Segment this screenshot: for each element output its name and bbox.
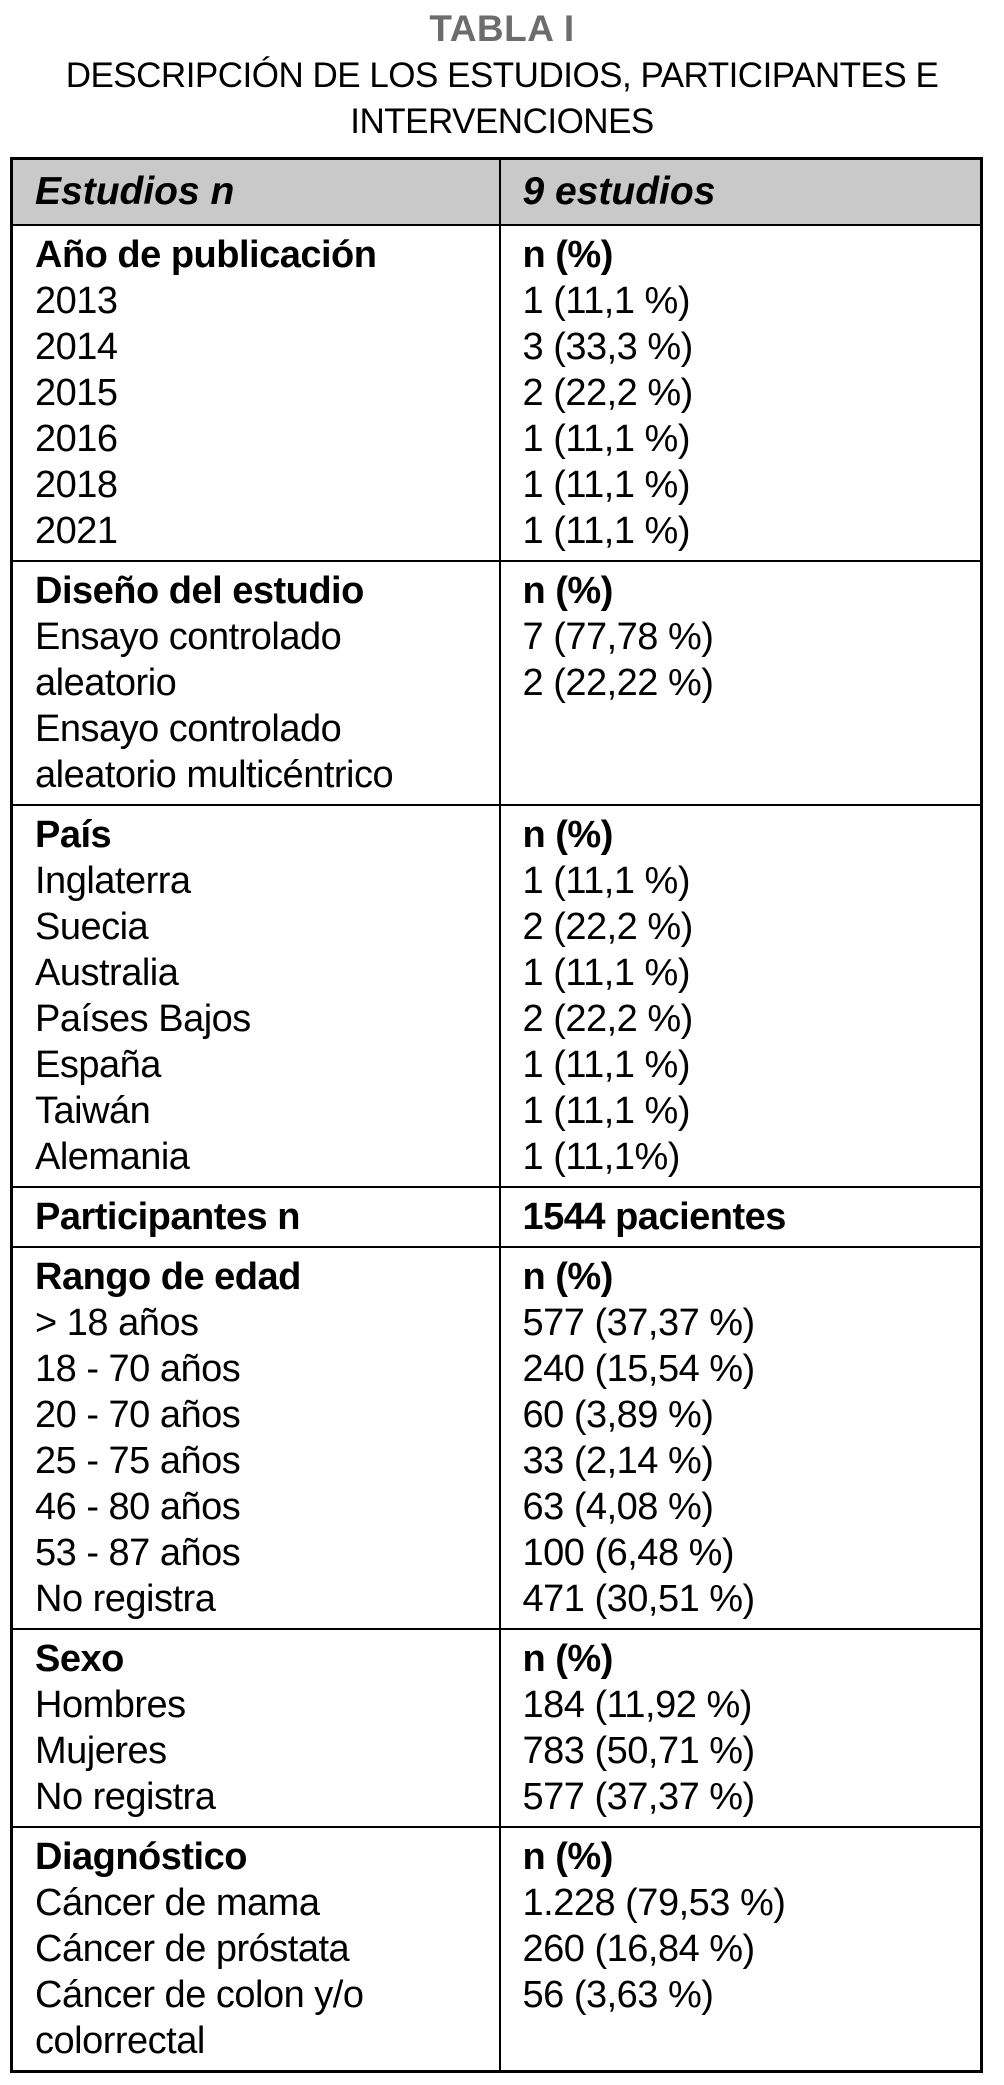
section-row: Rango de edad > 18 años 18 - 70 años 20 - 7…	[10, 1245, 983, 1630]
row-value: 1 (11,1 %)	[522, 859, 691, 902]
row-label: Suecia	[35, 905, 149, 948]
row-label: Cáncer de colon y/o colorrectal	[35, 1973, 364, 2062]
section-value-header: n (%)	[522, 233, 614, 276]
section-value-header: n (%)	[522, 813, 614, 856]
row-value: 1 (11,1 %)	[522, 1043, 691, 1086]
section-right-cell: n (%) 184 (11,92 %) 783 (50,71 %) 577 (37,3…	[498, 1627, 983, 1828]
section-label: Año de publicación	[35, 233, 377, 276]
section-right-cell: n (%) 1.228 (79,53 %) 260 (16,84 %) 56 (3,6…	[498, 1825, 983, 2073]
row-value: 1.228 (79,53 %)	[522, 1881, 786, 1924]
row-label: Ensayo controlado aleatorio	[35, 615, 342, 704]
section-row: Diseño del estudio Ensayo controlado alea…	[10, 559, 983, 806]
header-cell-studies: Estudios n	[10, 157, 501, 226]
header-cell-count: 9 estudios	[498, 157, 983, 226]
row-label: 53 - 87 años	[35, 1531, 241, 1574]
section-value-header: 1544 pacientes	[522, 1195, 787, 1238]
row-label: No registra	[35, 1775, 216, 1818]
row-value: 577 (37,37 %)	[522, 1775, 756, 1818]
row-label: 2013	[35, 279, 118, 322]
section-left-cell: Diagnóstico Cáncer de mama Cáncer de próst…	[10, 1825, 501, 2073]
row-value: 60 (3,89 %)	[522, 1393, 714, 1436]
row-label: No registra	[35, 1577, 216, 1620]
row-value: 56 (3,63 %)	[522, 1973, 714, 2016]
row-value: 100 (6,48 %)	[522, 1531, 735, 1574]
row-value: 1 (11,1 %)	[522, 279, 691, 322]
row-value: 2 (22,2 %)	[522, 997, 694, 1040]
row-value: 1 (11,1 %)	[522, 417, 691, 460]
row-label: 2016	[35, 417, 118, 460]
section-right-cell: n (%) 577 (37,37 %) 240 (15,54 %) 60 (3,89 …	[498, 1245, 983, 1630]
row-label: España	[35, 1043, 161, 1086]
row-label: 2018	[35, 463, 118, 506]
row-value: 33 (2,14 %)	[522, 1439, 714, 1482]
row-value: 63 (4,08 %)	[522, 1485, 714, 1528]
row-value: 1 (11,1 %)	[522, 951, 691, 994]
section-left-cell: Rango de edad > 18 años 18 - 70 años 20 - 7…	[10, 1245, 501, 1630]
row-label: Cáncer de mama	[35, 1881, 320, 1924]
row-value: 2 (22,2 %)	[522, 371, 694, 414]
section-label: Diseño del estudio	[35, 569, 364, 612]
section-right-cell: n (%) 7 (77,78 %) 2 (22,22 %)	[498, 559, 983, 806]
row-label: Alemania	[35, 1135, 190, 1178]
table-title: TABLA I	[429, 8, 575, 49]
section-right-cell: n (%) 1 (11,1 %) 2 (22,2 %) 1 (11,1 %) 2 (22…	[498, 803, 983, 1188]
row-value: 2 (22,22 %)	[522, 661, 714, 704]
section-label: País	[35, 813, 112, 856]
row-value: 1 (11,1 %)	[522, 1089, 691, 1132]
row-value: 1 (11,1 %)	[522, 463, 691, 506]
row-label: Países Bajos	[35, 997, 251, 1040]
row-label: 46 - 80 años	[35, 1485, 241, 1528]
section-left-cell: Año de publicación 2013 2014 2015 2016 2018 20…	[10, 223, 501, 562]
row-value: 260 (16,84 %)	[522, 1927, 756, 1970]
row-value: 7 (77,78 %)	[522, 615, 714, 658]
row-value: 3 (33,3 %)	[522, 325, 694, 368]
section-value-header: n (%)	[522, 1835, 614, 1878]
row-value: 1 (11,1 %)	[522, 509, 691, 552]
row-value: 184 (11,92 %)	[522, 1683, 753, 1726]
section-label: Participantes n	[35, 1195, 300, 1238]
table-subtitle: DESCRIPCIÓN DE LOS ESTUDIOS, PARTICIPANT…	[65, 55, 939, 141]
section-row: Año de publicación 2013 2014 2015 2016 2018 20…	[10, 223, 983, 562]
section-label: Rango de edad	[35, 1255, 301, 1298]
row-label: Mujeres	[35, 1729, 167, 1772]
row-label: 18 - 70 años	[35, 1347, 241, 1390]
section-row: Sexo Hombres Mujeres No registra n (%) 184 (1…	[10, 1627, 983, 1828]
row-label: 2015	[35, 371, 118, 414]
row-value: 240 (15,54 %)	[522, 1347, 756, 1390]
row-label: Australia	[35, 951, 179, 994]
section-left-cell: Diseño del estudio Ensayo controlado alea…	[10, 559, 501, 806]
section-right-cell: n (%) 1 (11,1 %) 3 (33,3 %) 2 (22,2 %) 1 (11…	[498, 223, 983, 562]
row-label: Ensayo controlado aleatorio multicéntric…	[35, 707, 394, 796]
section-left-cell: País Inglaterra Suecia Australia Países Bajo…	[10, 803, 501, 1188]
row-label: 25 - 75 años	[35, 1439, 241, 1482]
header-row: Estudios n 9 estudios	[10, 157, 983, 226]
section-row: Participantes n 1544 pacientes	[10, 1185, 983, 1248]
row-label: 20 - 70 años	[35, 1393, 241, 1436]
row-value: 1 (11,1%)	[522, 1135, 681, 1178]
row-value: 577 (37,37 %)	[522, 1301, 756, 1344]
row-value: 783 (50,71 %)	[522, 1729, 756, 1772]
description-table: Estudios n 9 estudios Año de publicación…	[10, 156, 983, 2073]
section-row: Diagnóstico Cáncer de mama Cáncer de próst…	[10, 1825, 983, 2073]
row-label: Cáncer de próstata	[35, 1927, 350, 1970]
section-row: País Inglaterra Suecia Australia Países Bajo…	[10, 803, 983, 1188]
section-value-header: n (%)	[522, 1255, 614, 1298]
section-label: Diagnóstico	[35, 1835, 247, 1878]
row-label: > 18 años	[35, 1301, 199, 1344]
table-body: Año de publicación 2013 2014 2015 2016 2018 20…	[10, 223, 983, 2073]
section-right-cell: 1544 pacientes	[498, 1185, 983, 1248]
row-label: Taiwán	[35, 1089, 151, 1132]
section-value-header: n (%)	[522, 569, 614, 612]
section-left-cell: Sexo Hombres Mujeres No registra	[10, 1627, 501, 1828]
section-left-cell: Participantes n	[10, 1185, 501, 1248]
row-value: 471 (30,51 %)	[522, 1577, 756, 1620]
row-label: Inglaterra	[35, 859, 191, 902]
section-label: Sexo	[35, 1637, 124, 1680]
section-value-header: n (%)	[522, 1637, 614, 1680]
row-label: 2021	[35, 509, 118, 552]
row-label: Hombres	[35, 1683, 186, 1726]
row-label: 2014	[35, 325, 118, 368]
row-value: 2 (22,2 %)	[522, 905, 694, 948]
